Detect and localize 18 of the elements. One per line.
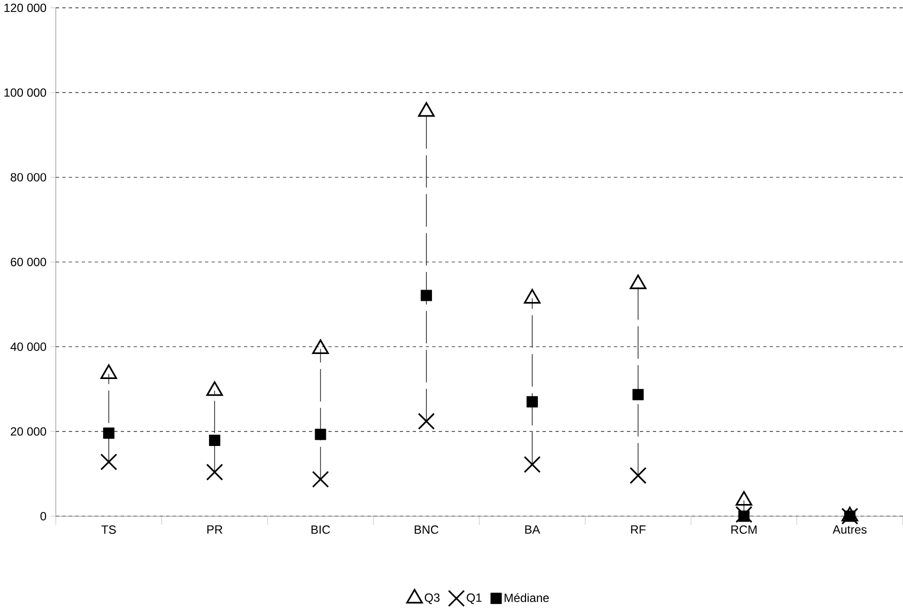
y-tick-label: 60 000	[10, 258, 46, 266]
x-tick-label: BA	[525, 525, 540, 534]
x-tick-label: RF	[631, 525, 646, 534]
legend-label: Q1	[466, 593, 482, 604]
y-tick-label: 100 000	[4, 88, 46, 97]
x-tick-label: RCM	[731, 525, 757, 534]
x-tick-label: PR	[207, 525, 222, 534]
y-tick-label: 0	[40, 512, 46, 520]
x-tick-label: BNC	[414, 525, 438, 534]
x-tick-label: TS	[101, 525, 116, 534]
x-tick-label: BIC	[312, 525, 330, 534]
y-tick-label: 40 000	[10, 342, 46, 351]
y-tick-label: 120 000	[4, 4, 46, 12]
legend-label: Médiane	[504, 593, 549, 602]
y-tick-label: 20 000	[10, 427, 46, 436]
legend-label: Q3	[424, 593, 440, 604]
x-tick-label: Autres	[832, 525, 867, 534]
y-tick-label: 80 000	[10, 172, 46, 182]
